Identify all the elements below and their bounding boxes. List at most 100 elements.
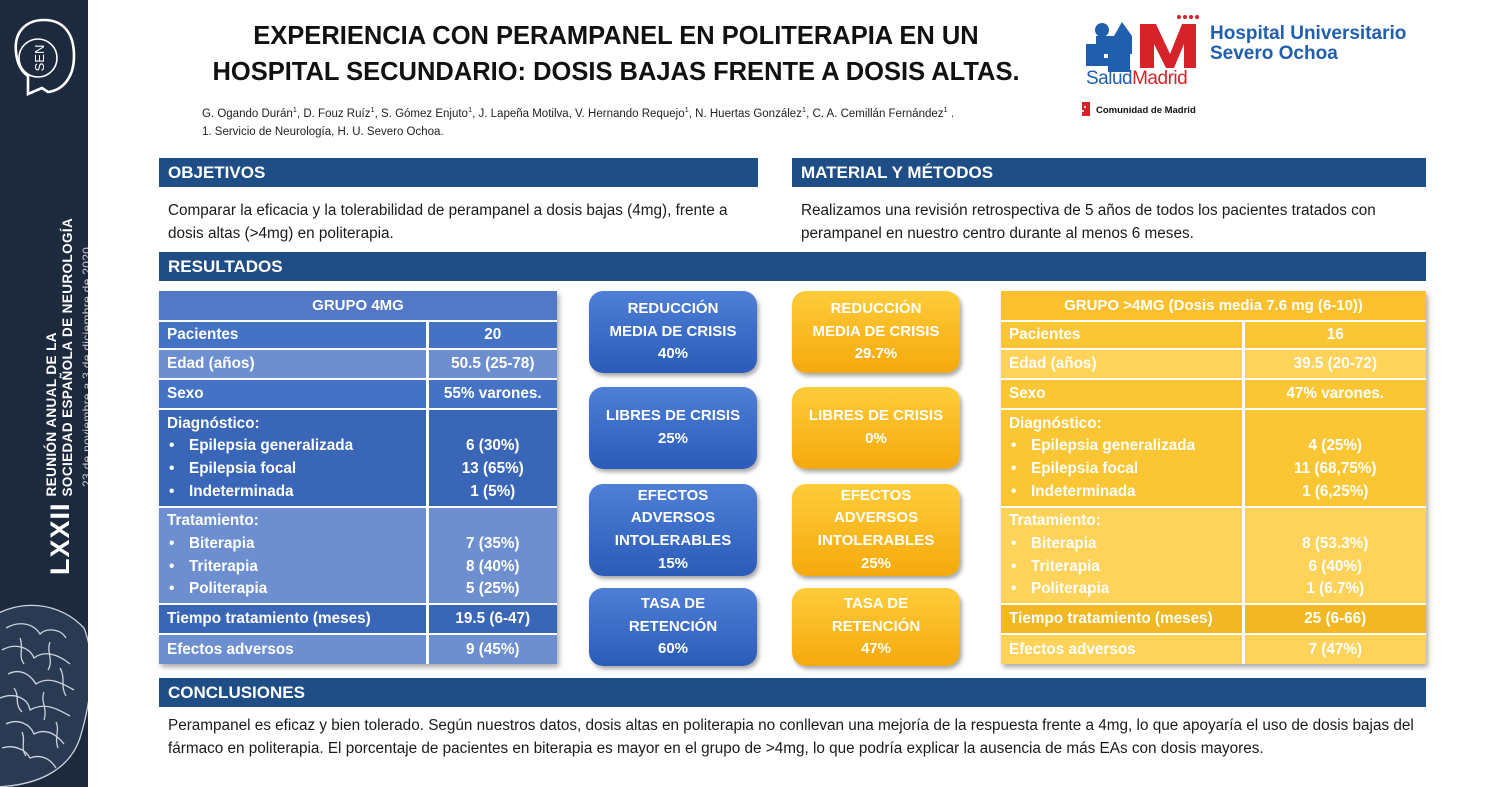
row-label: Pacientes	[1001, 321, 1243, 349]
conclusiones-heading: CONCLUSIONES	[159, 678, 1426, 707]
row-value: 39.5 (20-72)	[1241, 349, 1426, 379]
row-value: 20	[425, 321, 557, 349]
diagnostico-cell: Diagnóstico: Epilepsia generalizada Epil…	[159, 409, 427, 507]
box-line: RETENCIÓN	[628, 617, 718, 635]
result-box-libres-high: LIBRES DE CRISIS 0%	[792, 387, 960, 469]
box-value: 0%	[865, 430, 887, 447]
author: G. Ogando Durán1,	[202, 105, 304, 120]
row-value: 4 (25%)	[1308, 437, 1363, 455]
author: S. Gómez Enjuto1,	[381, 105, 479, 120]
box-line: RETENCIÓN	[831, 617, 921, 635]
box-line: LIBRES DE CRISIS	[808, 407, 944, 425]
tratamiento-values: 7 (35%) 8 (40%) 5 (25%)	[425, 507, 557, 604]
author: J. Lapeña Motilva,	[478, 107, 576, 120]
box-value: 47%	[860, 640, 892, 658]
list-item: Epilepsia generalizada	[1009, 435, 1234, 458]
list-item: Epilepsia focal	[1009, 458, 1234, 481]
row-value: 19.5 (6-47)	[425, 604, 557, 634]
list-item: Politerapia	[1009, 578, 1234, 601]
row-value: 47% varones.	[1241, 379, 1426, 409]
list-item: Indeterminada	[1009, 481, 1234, 504]
list-item: Triterapia	[1009, 556, 1234, 579]
metodos-heading: MATERIAL Y MÉTODOS	[792, 158, 1426, 187]
row-label: Sexo	[1001, 379, 1243, 409]
row-label: Diagnóstico:	[167, 414, 260, 432]
row-label: Edad (años)	[1001, 349, 1243, 379]
result-box-reduccion-4mg: REDUCCIÓN MEDIA DE CRISIS 40%	[589, 291, 757, 373]
row-value: 8 (40%)	[465, 557, 520, 575]
author: N. Huertas González1,	[695, 105, 813, 120]
poster-title: EXPERIENCIA CON PERAMPANEL EN POLITERAPI…	[176, 18, 1056, 90]
conference-title: LXXII REUNIÓN ANUAL DE LA SOCIEDAD ESPAÑ…	[44, 155, 88, 575]
sen-logo-text: SEN	[32, 45, 47, 72]
box-line: ADVERSOS	[630, 509, 716, 527]
author: V. Hernando Requejo1,	[575, 105, 696, 120]
tratamiento-values: 8 (53.3%) 6 (40%) 1 (6.7%)	[1241, 507, 1426, 604]
conference-line2: SOCIEDAD ESPAÑOLA DE NEUROLOGÍA	[60, 217, 75, 497]
row-label: Tratamiento:	[1009, 512, 1101, 530]
group-high-title: GRUPO >4MG (Dosis media 7.6 mg (6-10))	[1001, 291, 1426, 321]
author: C. A. Cemillán Fernández1 .	[812, 105, 955, 120]
row-value: 25 (6-66)	[1241, 604, 1426, 634]
list-item: Epilepsia generalizada	[167, 435, 418, 458]
box-line: TASA DE	[843, 595, 909, 613]
list-item: Biterapia	[167, 533, 418, 556]
salud-word: Salud	[1086, 68, 1133, 89]
diagnostico-values: 4 (25%) 11 (68,75%) 1 (6,25%)	[1241, 409, 1426, 507]
row-value: 8 (53.3%)	[1302, 534, 1369, 552]
diagnostico-values: 6 (30%) 13 (65%) 1 (5%)	[425, 409, 557, 507]
box-line: EFECTOS	[637, 486, 709, 504]
authors-block: G. Ogando Durán1, D. Fouz Ruíz1, S. Góme…	[202, 101, 954, 141]
row-label: Pacientes	[159, 321, 427, 349]
row-value: 1 (6,25%)	[1302, 482, 1369, 500]
row-value: 13 (65%)	[461, 460, 524, 477]
conference-date: 23 de noviembre a 3 de diciembre de 2020	[80, 246, 88, 487]
box-value: 25%	[657, 430, 689, 447]
result-box-efectos-high: EFECTOS ADVERSOS INTOLERABLES 25%	[792, 484, 960, 576]
row-value: 9 (45%)	[425, 634, 557, 664]
row-label: Sexo	[159, 379, 427, 409]
sen-logo-icon: SEN	[14, 18, 76, 96]
row-value: 1 (6.7%)	[1306, 580, 1365, 598]
metodos-text: Realizamos una revisión retrospectiva de…	[801, 202, 1376, 242]
box-value: 29.7%	[854, 345, 898, 363]
box-line: MEDIA DE CRISIS	[609, 322, 737, 340]
conference-line1: REUNIÓN ANUAL DE LA	[44, 332, 59, 497]
box-line: INTOLERABLES	[817, 532, 935, 549]
box-line: REDUCCIÓN	[627, 300, 719, 318]
row-value: 6 (40%)	[1308, 557, 1363, 575]
row-label: Edad (años)	[159, 349, 427, 379]
affiliation: 1. Servicio de Neurología, H. U. Severo …	[202, 125, 444, 138]
hospital-logo-icon	[1082, 15, 1199, 116]
row-label: Tiempo tratamiento (meses)	[1001, 604, 1243, 634]
conclusiones-text: Perampanel es eficaz y bien tolerado. Se…	[168, 717, 1414, 757]
hospital-name-line1: Hospital Universitario	[1210, 23, 1407, 44]
author: D. Fouz Ruíz1,	[303, 105, 382, 120]
result-box-reduccion-high: REDUCCIÓN MEDIA DE CRISIS 29.7%	[792, 291, 960, 373]
row-value: 11 (68,75%)	[1294, 460, 1377, 477]
row-label: Tratamiento:	[167, 512, 259, 530]
result-box-libres-4mg: LIBRES DE CRISIS 25%	[589, 387, 757, 469]
row-value: 7 (35%)	[465, 534, 520, 552]
result-box-retencion-high: TASA DE RETENCIÓN 47%	[792, 588, 960, 666]
box-value: 15%	[657, 554, 689, 572]
diagnostico-cell: Diagnóstico: Epilepsia generalizada Epil…	[1001, 409, 1243, 507]
group-4mg-table: GRUPO 4MG Pacientes 20 Edad (años) 50.5 …	[159, 291, 557, 664]
row-label: Tiempo tratamiento (meses)	[159, 604, 427, 634]
row-label: Diagnóstico:	[1009, 414, 1102, 432]
list-item: Politerapia	[167, 578, 418, 601]
objetivos-text: Comparar la eficacia y la tolerabilidad …	[168, 202, 728, 242]
row-value: 5 (25%)	[465, 580, 520, 598]
poster-title-line2: HOSPITAL SECUNDARIO: DOSIS BAJAS FRENTE …	[212, 58, 1020, 86]
result-box-retencion-4mg: TASA DE RETENCIÓN 60%	[589, 588, 757, 666]
box-value: 40%	[657, 345, 689, 363]
box-line: REDUCCIÓN	[830, 300, 922, 318]
hospital-name-line2: Severo Ochoa	[1210, 43, 1338, 64]
box-line: TASA DE	[640, 595, 706, 613]
row-value: 55% varones.	[425, 379, 557, 409]
row-value: 16	[1241, 321, 1426, 349]
salud-madrid-logo: SaludMadrid	[1086, 68, 1188, 90]
list-item: Indeterminada	[167, 481, 418, 504]
box-line: MEDIA DE CRISIS	[812, 322, 940, 340]
row-value: 6 (30%)	[465, 437, 520, 455]
